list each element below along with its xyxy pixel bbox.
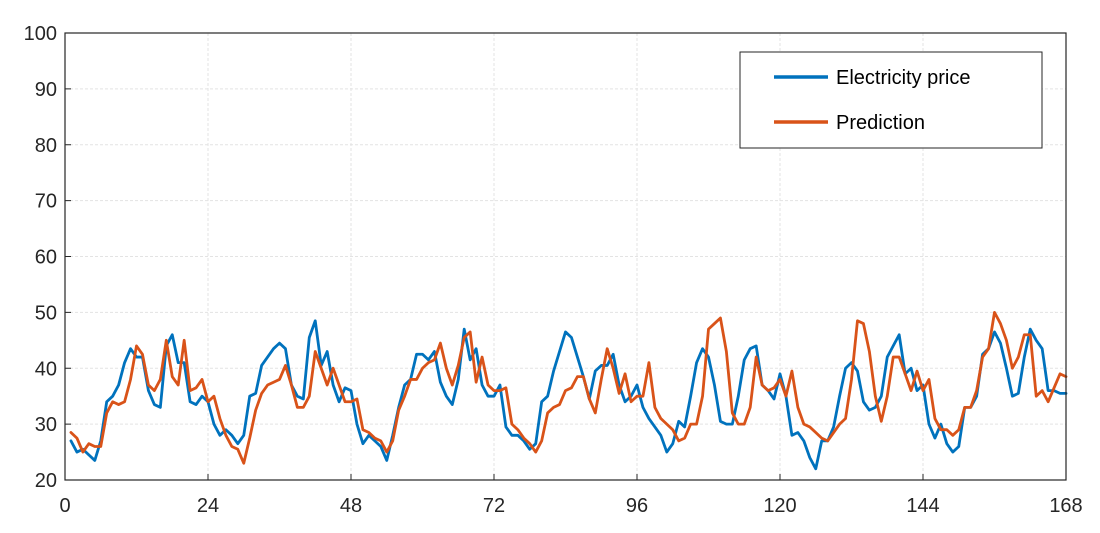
y-tick-label: 70 bbox=[35, 191, 57, 213]
x-tick-label: 144 bbox=[906, 495, 939, 517]
x-tick-label: 48 bbox=[340, 495, 362, 517]
axis-ticks: 0 24 48 72 96 120 144 168 20 30 40 50 60 70 80 90 100 bbox=[24, 23, 1083, 517]
x-tick-label: 120 bbox=[763, 495, 796, 517]
y-tick-label: 20 bbox=[35, 470, 57, 492]
y-tick-label: 40 bbox=[35, 358, 57, 380]
x-tick-label: 96 bbox=[626, 495, 648, 517]
series-line-prediction bbox=[69, 310, 1068, 465]
legend: Electricity price Prediction bbox=[739, 51, 1043, 149]
x-tick-label: 24 bbox=[197, 495, 219, 517]
legend-label-prediction: Prediction bbox=[836, 112, 925, 134]
y-tick-label: 80 bbox=[35, 135, 57, 157]
series-line-electricity-price bbox=[69, 319, 1068, 471]
y-tick-label: 60 bbox=[35, 247, 57, 269]
y-tick-label: 90 bbox=[35, 79, 57, 101]
y-tick-label: 50 bbox=[35, 302, 57, 324]
y-tick-label: 30 bbox=[35, 414, 57, 436]
legend-label-electricity-price: Electricity price bbox=[836, 67, 970, 89]
y-tick-label: 100 bbox=[24, 23, 57, 45]
x-tick-label: 0 bbox=[59, 495, 70, 517]
x-tick-label: 168 bbox=[1049, 495, 1082, 517]
legend-box bbox=[739, 51, 1043, 149]
x-tick-label: 72 bbox=[483, 495, 505, 517]
series-lines bbox=[69, 310, 1068, 471]
